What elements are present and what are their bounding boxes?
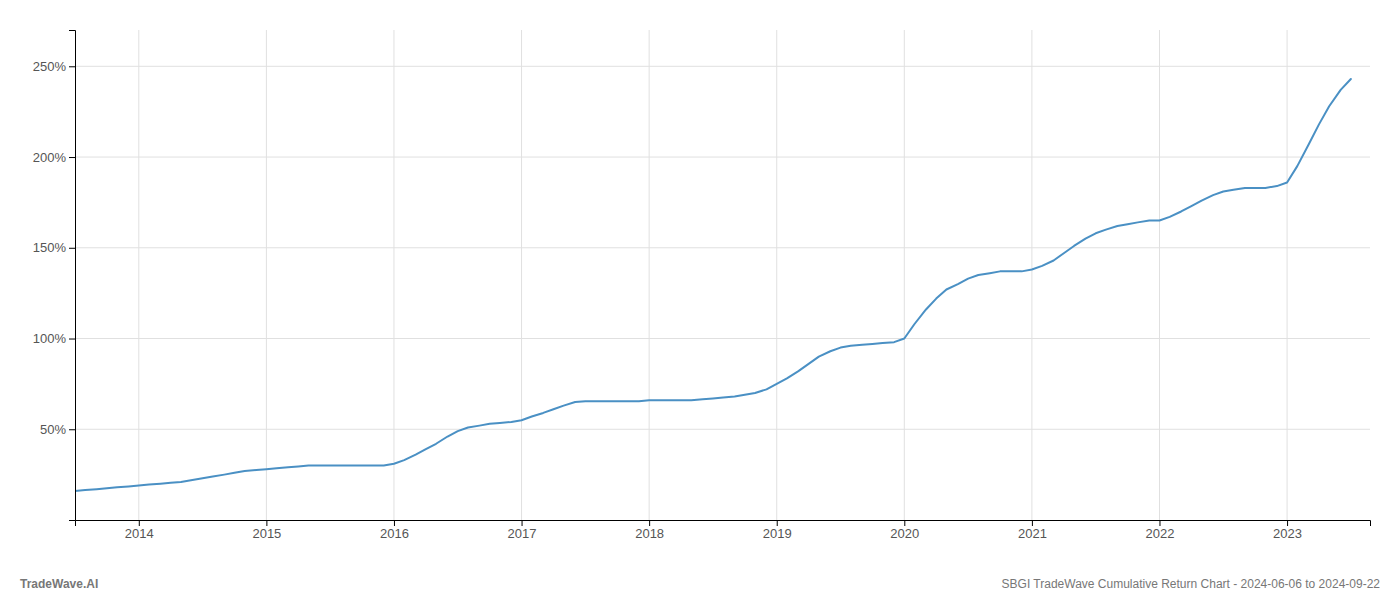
axis-line xyxy=(69,31,76,521)
grid-line xyxy=(776,30,777,520)
tick-label: 50% xyxy=(40,422,66,437)
x-axis: 2014 2015 2016 2017 2018 2019 2020 2021 2022 2023 xyxy=(76,520,1371,541)
tick: 50% xyxy=(40,422,75,437)
grid-line xyxy=(521,30,522,520)
tick: 2018 xyxy=(635,520,664,541)
tick-label: 2022 xyxy=(1146,526,1175,541)
footer-right: SBGI TradeWave Cumulative Return Chart -… xyxy=(1002,577,1381,591)
tick-mark xyxy=(139,520,140,526)
tick-mark xyxy=(649,520,650,526)
tick-mark xyxy=(69,339,75,340)
tick-label: 2021 xyxy=(1018,526,1047,541)
axis-line xyxy=(76,521,1371,527)
plot: 2014 2015 2016 2017 2018 2019 2020 2021 2022 2023… xyxy=(33,30,1371,541)
tick-mark xyxy=(904,520,905,526)
grid-line xyxy=(75,157,1370,158)
tick-mark xyxy=(69,429,75,430)
grid-line xyxy=(266,30,267,520)
grid-line xyxy=(1031,30,1032,520)
tick-mark xyxy=(1032,520,1033,526)
footer-left: TradeWave.AI xyxy=(20,577,98,591)
grid-line xyxy=(649,30,650,520)
tick-label: 250% xyxy=(33,59,67,74)
tick: 2022 xyxy=(1146,520,1175,541)
tick-label: 2014 xyxy=(125,526,154,541)
tick-mark xyxy=(394,520,395,526)
grid-line xyxy=(1287,30,1288,520)
tick-mark xyxy=(69,157,75,158)
tick: 2019 xyxy=(763,520,792,541)
tick-mark xyxy=(69,66,75,67)
tick: 2023 xyxy=(1273,520,1302,541)
tick: 2015 xyxy=(252,520,281,541)
tick: 150% xyxy=(33,240,75,255)
tick-label: 2023 xyxy=(1273,526,1302,541)
grid-line xyxy=(75,247,1370,248)
tick-mark xyxy=(69,248,75,249)
tick-mark xyxy=(1287,520,1288,526)
grid-line xyxy=(904,30,905,520)
tick-label: 200% xyxy=(33,150,67,165)
tick-label: 2020 xyxy=(890,526,919,541)
tick: 200% xyxy=(33,150,75,165)
tick: 2020 xyxy=(890,520,919,541)
tick-label: 2018 xyxy=(635,526,664,541)
line xyxy=(75,79,1351,491)
grid-line xyxy=(393,30,394,520)
grid-line xyxy=(75,66,1370,67)
tick-mark xyxy=(266,520,267,526)
tick-mark xyxy=(522,520,523,526)
grid-line xyxy=(75,429,1370,430)
tick: 2021 xyxy=(1018,520,1047,541)
tick: 100% xyxy=(33,331,75,346)
tick-mark xyxy=(777,520,778,526)
grid-line xyxy=(1159,30,1160,520)
marks xyxy=(75,79,1351,491)
tick: 2014 xyxy=(125,520,154,541)
tick: 2016 xyxy=(380,520,409,541)
grid xyxy=(75,30,1370,520)
tick-mark xyxy=(1159,520,1160,526)
grid-line xyxy=(138,30,139,520)
chart: 2014 2015 2016 2017 2018 2019 2020 2021 2022 2023… xyxy=(0,0,1400,600)
tick: 250% xyxy=(33,59,75,74)
tick-label: 100% xyxy=(33,331,67,346)
tick-label: 2019 xyxy=(763,526,792,541)
tick-label: 2016 xyxy=(380,526,409,541)
tick-label: 150% xyxy=(33,240,67,255)
grid-line xyxy=(75,338,1370,339)
y-axis: 50% 100% 150% 200% 250% xyxy=(33,31,76,521)
tick: 2017 xyxy=(508,520,537,541)
tick-label: 2015 xyxy=(252,526,281,541)
tick-label: 2017 xyxy=(508,526,537,541)
